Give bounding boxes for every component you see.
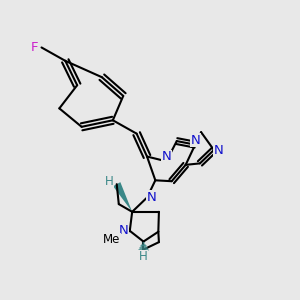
Text: N: N	[147, 191, 156, 204]
Text: H: H	[139, 250, 148, 263]
Text: H: H	[105, 175, 114, 188]
Text: F: F	[30, 41, 38, 54]
Text: N: N	[190, 134, 200, 147]
Polygon shape	[113, 182, 132, 212]
Text: Me: Me	[103, 233, 120, 246]
Text: N: N	[161, 150, 171, 163]
Text: N: N	[214, 143, 223, 157]
Text: N: N	[118, 224, 128, 237]
